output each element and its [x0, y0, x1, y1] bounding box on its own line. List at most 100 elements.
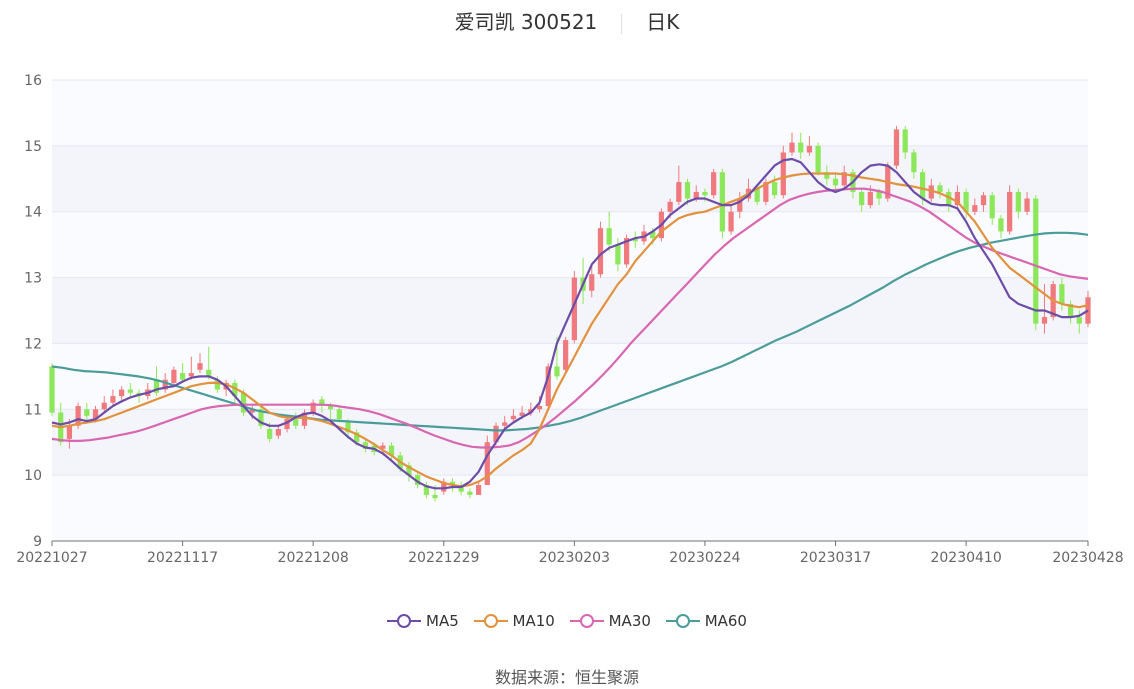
y-tick-label: 11: [24, 402, 42, 418]
legend-item-ma5[interactable]: MA5: [387, 612, 459, 630]
candle-body: [345, 422, 351, 433]
candle-body: [832, 178, 839, 186]
candle-body: [989, 195, 995, 219]
y-tick-label: 10: [24, 468, 42, 484]
candle-body: [310, 402, 316, 413]
candle-body: [754, 188, 760, 202]
candle-body: [327, 405, 334, 410]
x-tick-label: 20221117: [147, 550, 218, 566]
candle-body: [153, 379, 160, 393]
candle-body: [597, 228, 604, 275]
candle-body: [824, 172, 830, 179]
x-tick-label: 20221229: [408, 550, 479, 566]
candle-body: [49, 366, 55, 413]
source-label: 数据来源：: [494, 668, 575, 687]
candle-body: [536, 405, 543, 410]
candle-body: [502, 422, 508, 426]
candle-body: [676, 182, 682, 202]
candle-body: [867, 191, 873, 206]
candle-body: [728, 211, 734, 232]
candle-body: [1059, 284, 1065, 304]
candle-body: [380, 445, 386, 449]
candle-body: [301, 412, 308, 426]
candle-body: [75, 405, 81, 426]
candle-body: [615, 244, 621, 265]
candle-body: [441, 481, 447, 492]
legend-ma5-marker: [387, 614, 421, 628]
candle-body: [240, 392, 247, 413]
data-source: 数据来源：恒生聚源: [0, 664, 1134, 688]
candle-body: [188, 373, 194, 377]
candle-body: [859, 191, 865, 206]
candle-body: [484, 442, 490, 486]
candle-body: [232, 382, 238, 397]
ma30-line: [51, 187, 1089, 449]
candle-body: [493, 425, 499, 443]
candle-body: [197, 363, 203, 370]
candle-body: [510, 415, 517, 420]
candle-body: [415, 475, 421, 486]
candle-body: [458, 485, 464, 492]
y-tick-label: 14: [24, 205, 42, 221]
candle-body: [954, 191, 961, 206]
candle-body: [780, 152, 786, 196]
legend-item-ma10[interactable]: MA10: [473, 612, 555, 630]
legend: MA5 MA10 MA30 MA60: [0, 612, 1134, 633]
candle-body: [650, 231, 656, 239]
candle-body: [841, 172, 847, 186]
candle-body: [92, 409, 99, 420]
candle-body: [258, 409, 264, 426]
candle-body: [1067, 303, 1074, 318]
candle-body: [475, 485, 482, 495]
candle-body: [119, 389, 125, 397]
candle-body: [319, 399, 325, 406]
plot-band: [52, 343, 1088, 410]
candle-body: [206, 369, 212, 377]
candle-body: [432, 494, 438, 499]
candle-body: [763, 182, 769, 202]
candle-body: [806, 145, 813, 153]
candle-body: [84, 409, 90, 416]
y-tick-label: 15: [24, 139, 42, 155]
candle-body: [406, 465, 412, 476]
candle-body: [737, 198, 743, 212]
candle-body: [919, 172, 926, 199]
candle-body: [789, 142, 795, 153]
legend-ma30-marker: [569, 614, 604, 628]
candle-body: [693, 191, 699, 199]
candle-body: [1024, 198, 1030, 212]
candle-body: [815, 145, 821, 173]
candle-body: [684, 182, 691, 199]
plot-band: [52, 211, 1088, 278]
y-tick-label: 13: [24, 271, 42, 287]
legend-ma60-dot: [675, 614, 690, 628]
ma5-line: [51, 157, 1089, 490]
candle-body: [946, 191, 952, 206]
x-tick-label: 20221208: [278, 550, 349, 566]
candle-body: [284, 419, 290, 430]
period-label: 日K: [646, 10, 680, 34]
legend-ma5-dot: [397, 614, 411, 628]
candle-body: [928, 185, 934, 199]
x-tick-label: 20221027: [16, 550, 87, 566]
candle-body: [127, 389, 133, 393]
candle-body: [449, 481, 456, 486]
legend-ma60-marker: [665, 614, 700, 628]
candle-body: [606, 228, 612, 245]
candle-body: [179, 373, 186, 380]
candle-body: [362, 442, 369, 449]
candle-body: [798, 142, 804, 153]
x-tick-label: 20230428: [1052, 550, 1123, 566]
candle-body: [711, 172, 717, 196]
plot-band: [52, 475, 1088, 541]
legend-item-ma60[interactable]: MA60: [665, 612, 747, 630]
legend-ma10-marker: [473, 614, 508, 628]
candle-body: [972, 205, 978, 212]
candle-body: [702, 191, 708, 196]
candle-body: [293, 419, 299, 426]
candle-body: [214, 379, 221, 390]
candle-body: [1033, 198, 1039, 324]
candle-body: [110, 396, 116, 403]
legend-item-ma30[interactable]: MA30: [569, 612, 651, 630]
source-value: 恒生聚源: [575, 668, 640, 687]
